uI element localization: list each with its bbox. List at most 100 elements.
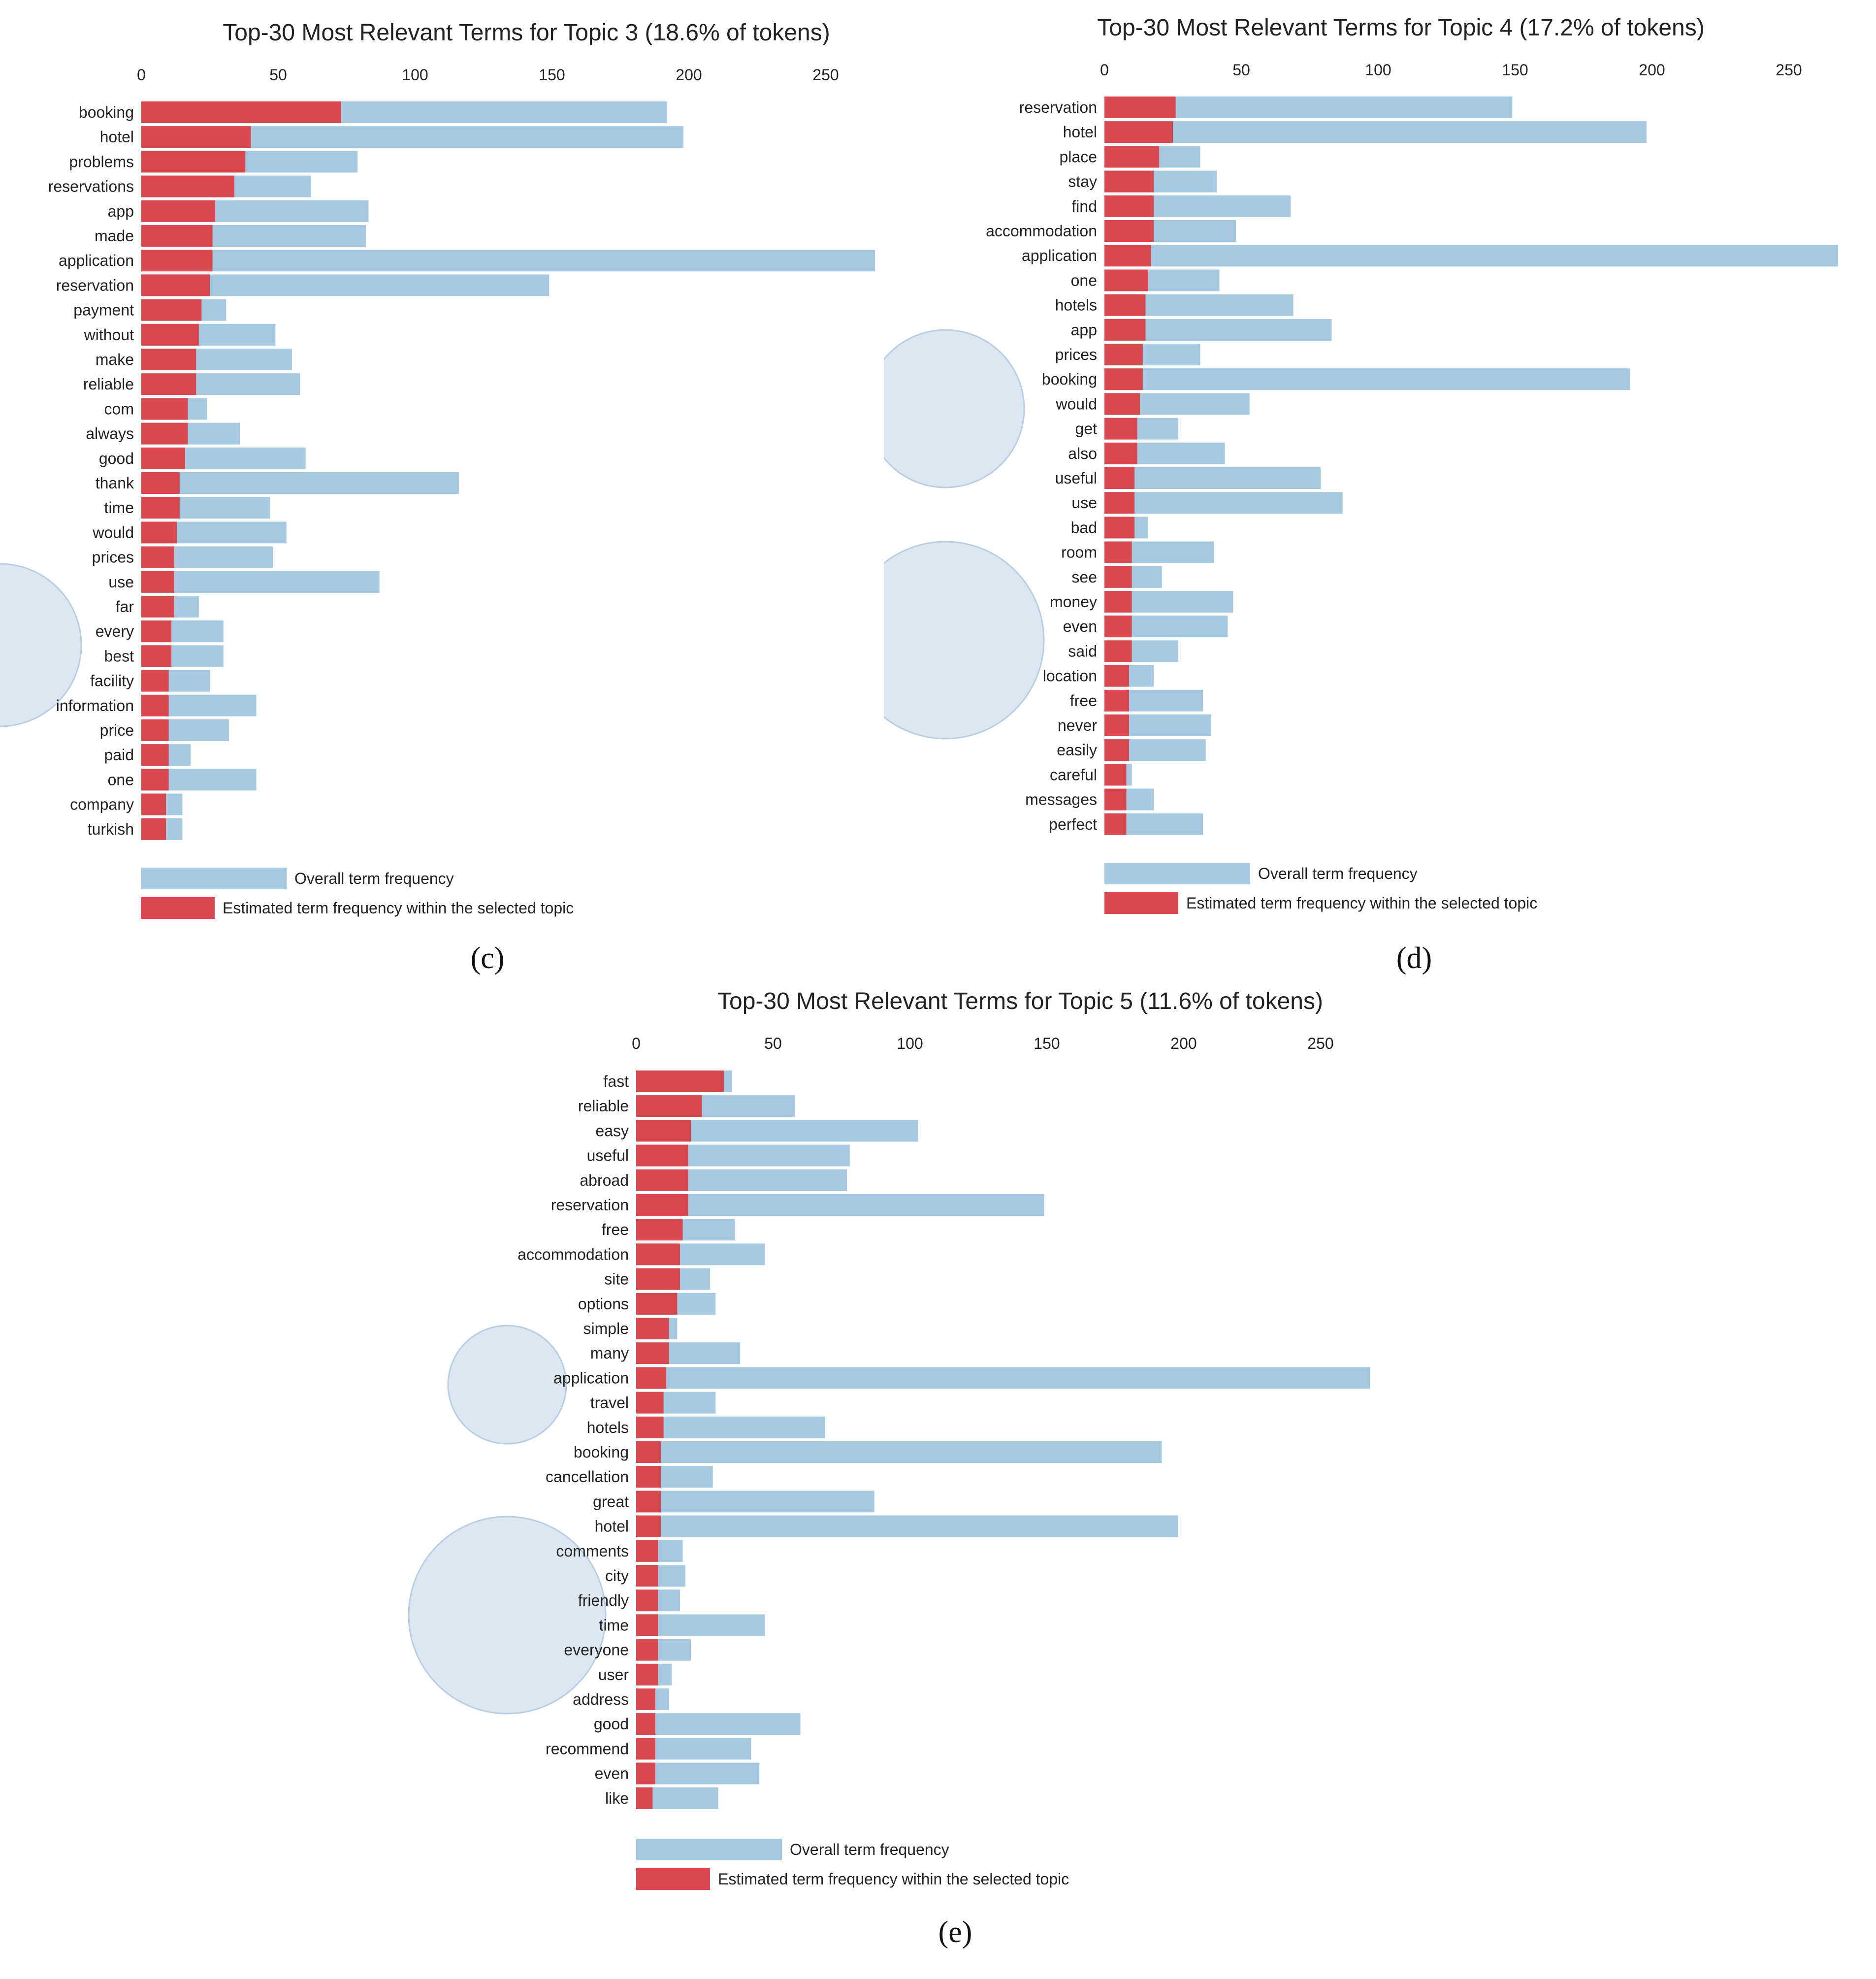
bar-topic-hotel	[636, 1515, 661, 1537]
bar-topic-abroad	[636, 1169, 688, 1191]
term-label-even: even	[595, 1765, 629, 1783]
x-tick-label: 200	[676, 66, 702, 84]
bar-topic-every	[141, 620, 172, 643]
term-label-friendly: friendly	[578, 1591, 629, 1609]
bar-topic-always	[141, 422, 188, 445]
bar-topic-far	[141, 596, 174, 617]
bar-topic-time	[636, 1614, 658, 1636]
legend: Overall term frequency Estimated term fr…	[1104, 863, 1537, 914]
term-label-many: many	[590, 1344, 629, 1362]
bar-topic-application	[141, 250, 213, 272]
bar-topic-thank	[141, 472, 180, 494]
term-label-every: every	[96, 622, 134, 640]
term-label-city: city	[605, 1567, 629, 1585]
bar-topic-place	[1104, 146, 1160, 168]
bar-topic-easily	[1104, 739, 1130, 761]
term-label-reservation: reservation	[551, 1196, 629, 1214]
term-label-everyone: everyone	[564, 1641, 629, 1659]
term-label-payment: payment	[73, 301, 134, 319]
term-label-hotel: hotel	[1063, 123, 1097, 141]
term-label-turkish: turkish	[88, 820, 134, 838]
term-label-cancellation: cancellation	[546, 1468, 629, 1486]
background-circles	[0, 329, 1045, 1715]
term-label-useful: useful	[1055, 469, 1097, 487]
x-axis-ticks: 0 50 100 150 200 250	[632, 1035, 1334, 1052]
bar-overall-even	[636, 1762, 760, 1784]
bar-topic-booking	[141, 101, 341, 123]
bar-topic-said	[1104, 640, 1132, 662]
term-label-said: said	[1068, 642, 1097, 660]
term-label-without: without	[84, 326, 134, 344]
bar-topic-like	[636, 1787, 653, 1809]
term-label-time: time	[599, 1616, 629, 1634]
term-label-simple: simple	[583, 1320, 629, 1337]
bar-topic-price	[141, 719, 169, 741]
bar-topic-paid	[141, 744, 169, 766]
x-tick-label: 200	[1170, 1035, 1197, 1052]
term-label-easily: easily	[1057, 741, 1097, 759]
bar-topic-messages	[1104, 788, 1127, 811]
term-label-room: room	[1061, 544, 1097, 561]
bar-topic-hotel	[141, 126, 251, 148]
bar-topic-make	[141, 349, 196, 370]
legend-topic-label: Estimated term frequency within the sele…	[718, 1870, 1069, 1888]
legend-overall-label: Overall term frequency	[294, 870, 454, 887]
bar-topic-location	[1104, 665, 1130, 687]
term-label-great: great	[593, 1492, 629, 1510]
bar-topic-problems	[141, 151, 246, 173]
x-tick-label: 0	[137, 66, 146, 84]
bar-overall-hotels	[636, 1416, 825, 1438]
term-label-best: best	[104, 647, 134, 665]
term-label-information: information	[56, 697, 134, 714]
bar-topic-user	[636, 1663, 658, 1686]
legend-topic-swatch	[636, 1868, 710, 1890]
bar-topic-application	[1104, 245, 1151, 267]
term-labels: booking hotel problems reservations app made a…	[48, 103, 134, 838]
x-tick-label: 0	[1100, 61, 1109, 79]
bar-topic-easy	[636, 1120, 691, 1142]
x-tick-label: 100	[897, 1035, 923, 1052]
chart-title: Top-30 Most Relevant Terms for Topic 3 (…	[223, 20, 830, 46]
term-label-paid: paid	[104, 746, 134, 764]
bar-topic-reservation	[636, 1194, 688, 1216]
term-label-reservations: reservations	[48, 178, 134, 195]
legend-overall-swatch	[1104, 863, 1250, 884]
legend-topic-label: Estimated term frequency within the sele…	[223, 899, 574, 917]
term-label-would: would	[1055, 395, 1097, 413]
term-label-would: would	[92, 523, 134, 541]
bar-topic-free	[1104, 689, 1130, 712]
bar-topic-even	[1104, 616, 1132, 638]
bar-topic-application	[636, 1367, 667, 1389]
bar-topic-use	[1104, 492, 1135, 514]
bg-circle-d1	[866, 329, 1025, 488]
bar-topic-see	[1104, 566, 1132, 588]
bar-overall-useful	[1104, 467, 1321, 489]
bar-topic-one	[1104, 269, 1148, 292]
term-label-good: good	[594, 1715, 629, 1733]
chart-topic-4: Top-30 Most Relevant Terms for Topic 4 (…	[986, 15, 1847, 975]
bar-overall-booking	[1104, 368, 1630, 390]
term-label-careful: careful	[1050, 766, 1097, 783]
bar-overall-use	[1104, 492, 1343, 514]
bar-topic-turkish	[141, 818, 166, 840]
term-label-free: free	[602, 1221, 629, 1238]
bar-topic-recommend	[636, 1738, 655, 1760]
bar-overall-application	[1104, 245, 1839, 267]
term-label-made: made	[95, 227, 134, 245]
term-label-get: get	[1075, 420, 1098, 438]
bar-topic-everyone	[636, 1639, 658, 1661]
bar-topic-bad	[1104, 517, 1135, 539]
term-label-travel: travel	[590, 1394, 629, 1412]
x-tick-label: 150	[539, 66, 565, 84]
legend-overall-swatch	[141, 868, 287, 889]
term-label-far: far	[116, 598, 134, 616]
bar-topic-great	[636, 1491, 661, 1513]
x-tick-label: 150	[1034, 1035, 1060, 1052]
bar-topic-accommodation	[636, 1243, 680, 1265]
term-label-booking: booking	[574, 1443, 629, 1461]
bar-topic-friendly	[636, 1590, 658, 1612]
term-label-app: app	[108, 202, 134, 220]
term-label-make: make	[96, 351, 134, 368]
term-label-see: see	[1071, 568, 1097, 586]
bar-topic-hotels	[1104, 294, 1146, 316]
